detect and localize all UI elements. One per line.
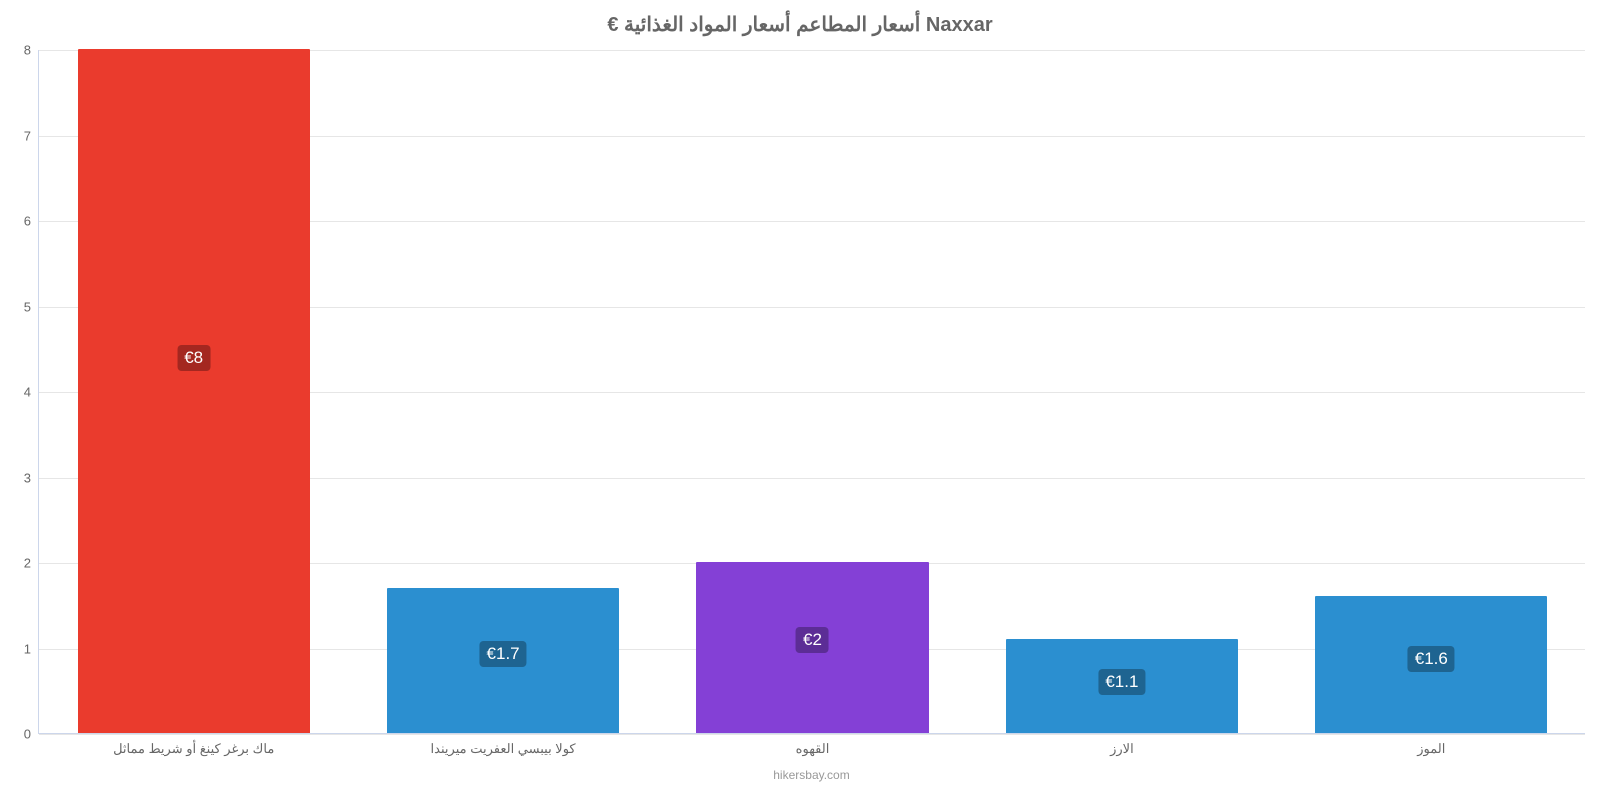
bar-value-label: €8 (177, 345, 210, 371)
x-tick-label: الارز (1110, 733, 1134, 757)
bar-value-label: €1.7 (480, 641, 527, 667)
y-tick-label: 4 (24, 385, 39, 400)
y-tick-label: 8 (24, 43, 39, 58)
y-tick-label: 1 (24, 641, 39, 656)
bar-value-label: €1.1 (1098, 669, 1145, 695)
chart-credit: hikersbay.com (773, 768, 849, 782)
y-tick-label: 5 (24, 299, 39, 314)
chart-title: € أسعار المطاعم أسعار المواد الغذائية Na… (0, 0, 1600, 37)
bar: €2 (696, 562, 928, 733)
x-tick-label: الموز (1417, 733, 1445, 757)
bar: €8 (78, 49, 310, 733)
bar: €1.1 (1006, 639, 1238, 733)
y-tick-label: 0 (24, 727, 39, 742)
x-tick-label: القهوه (796, 733, 830, 757)
y-tick-label: 6 (24, 214, 39, 229)
y-tick-label: 7 (24, 128, 39, 143)
plot-area: 012345678€8ماك برغر كينغ أو شريط مماثل€1… (38, 50, 1585, 734)
y-tick-label: 2 (24, 556, 39, 571)
bar: €1.7 (387, 588, 619, 733)
bar-value-label: €1.6 (1408, 646, 1455, 672)
x-tick-label: ماك برغر كينغ أو شريط مماثل (113, 733, 274, 757)
bar-value-label: €2 (796, 627, 829, 653)
bar: €1.6 (1315, 596, 1547, 733)
x-tick-label: كولا بيبسي العفريت ميريندا (431, 733, 576, 757)
y-tick-label: 3 (24, 470, 39, 485)
